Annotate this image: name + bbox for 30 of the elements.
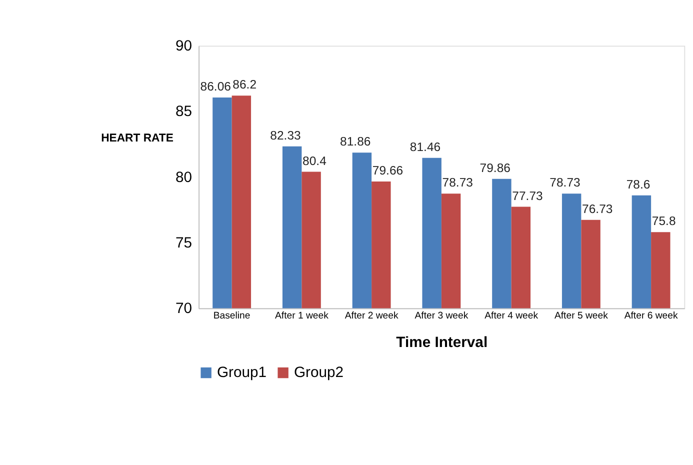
data-label: 86.06: [200, 79, 232, 94]
data-label: 81.86: [340, 134, 371, 149]
x-axis-title: Time Interval: [396, 335, 488, 352]
y-tick-label: 90: [176, 38, 192, 55]
x-tick-label: After 5 week: [554, 310, 608, 322]
y-tick-label: 70: [176, 301, 192, 318]
data-label: 79.86: [480, 160, 511, 175]
x-tick-label: Baseline: [213, 310, 250, 322]
data-label: 80.4: [302, 154, 327, 168]
y-tick-label: 80: [176, 170, 192, 186]
data-label: 86.2: [232, 78, 257, 92]
x-tick-label: After 2 week: [344, 310, 398, 322]
data-label: 79.66: [372, 163, 404, 178]
data-label: 78.73: [442, 176, 474, 190]
legend-label: Group2: [294, 365, 344, 382]
x-tick-label: After 4 week: [484, 310, 538, 322]
data-label: 78.73: [550, 176, 581, 190]
x-tick-label: After 6 week: [624, 310, 678, 322]
x-tick-label: After 1 week: [274, 310, 329, 322]
data-label: 82.33: [270, 128, 302, 142]
data-label: 81.46: [410, 140, 441, 154]
data-label: 77.73: [512, 188, 544, 203]
legend-label: Group1: [217, 365, 267, 382]
y-tick-label: 85: [176, 104, 192, 120]
data-label: 76.73: [582, 202, 613, 216]
y-tick-label: 75: [176, 235, 192, 252]
data-label: 75.8: [652, 214, 676, 228]
x-tick-label: After 3 week: [414, 310, 468, 322]
data-label: 78.6: [626, 177, 650, 192]
y-axis-title: HEART RATE: [101, 132, 174, 145]
